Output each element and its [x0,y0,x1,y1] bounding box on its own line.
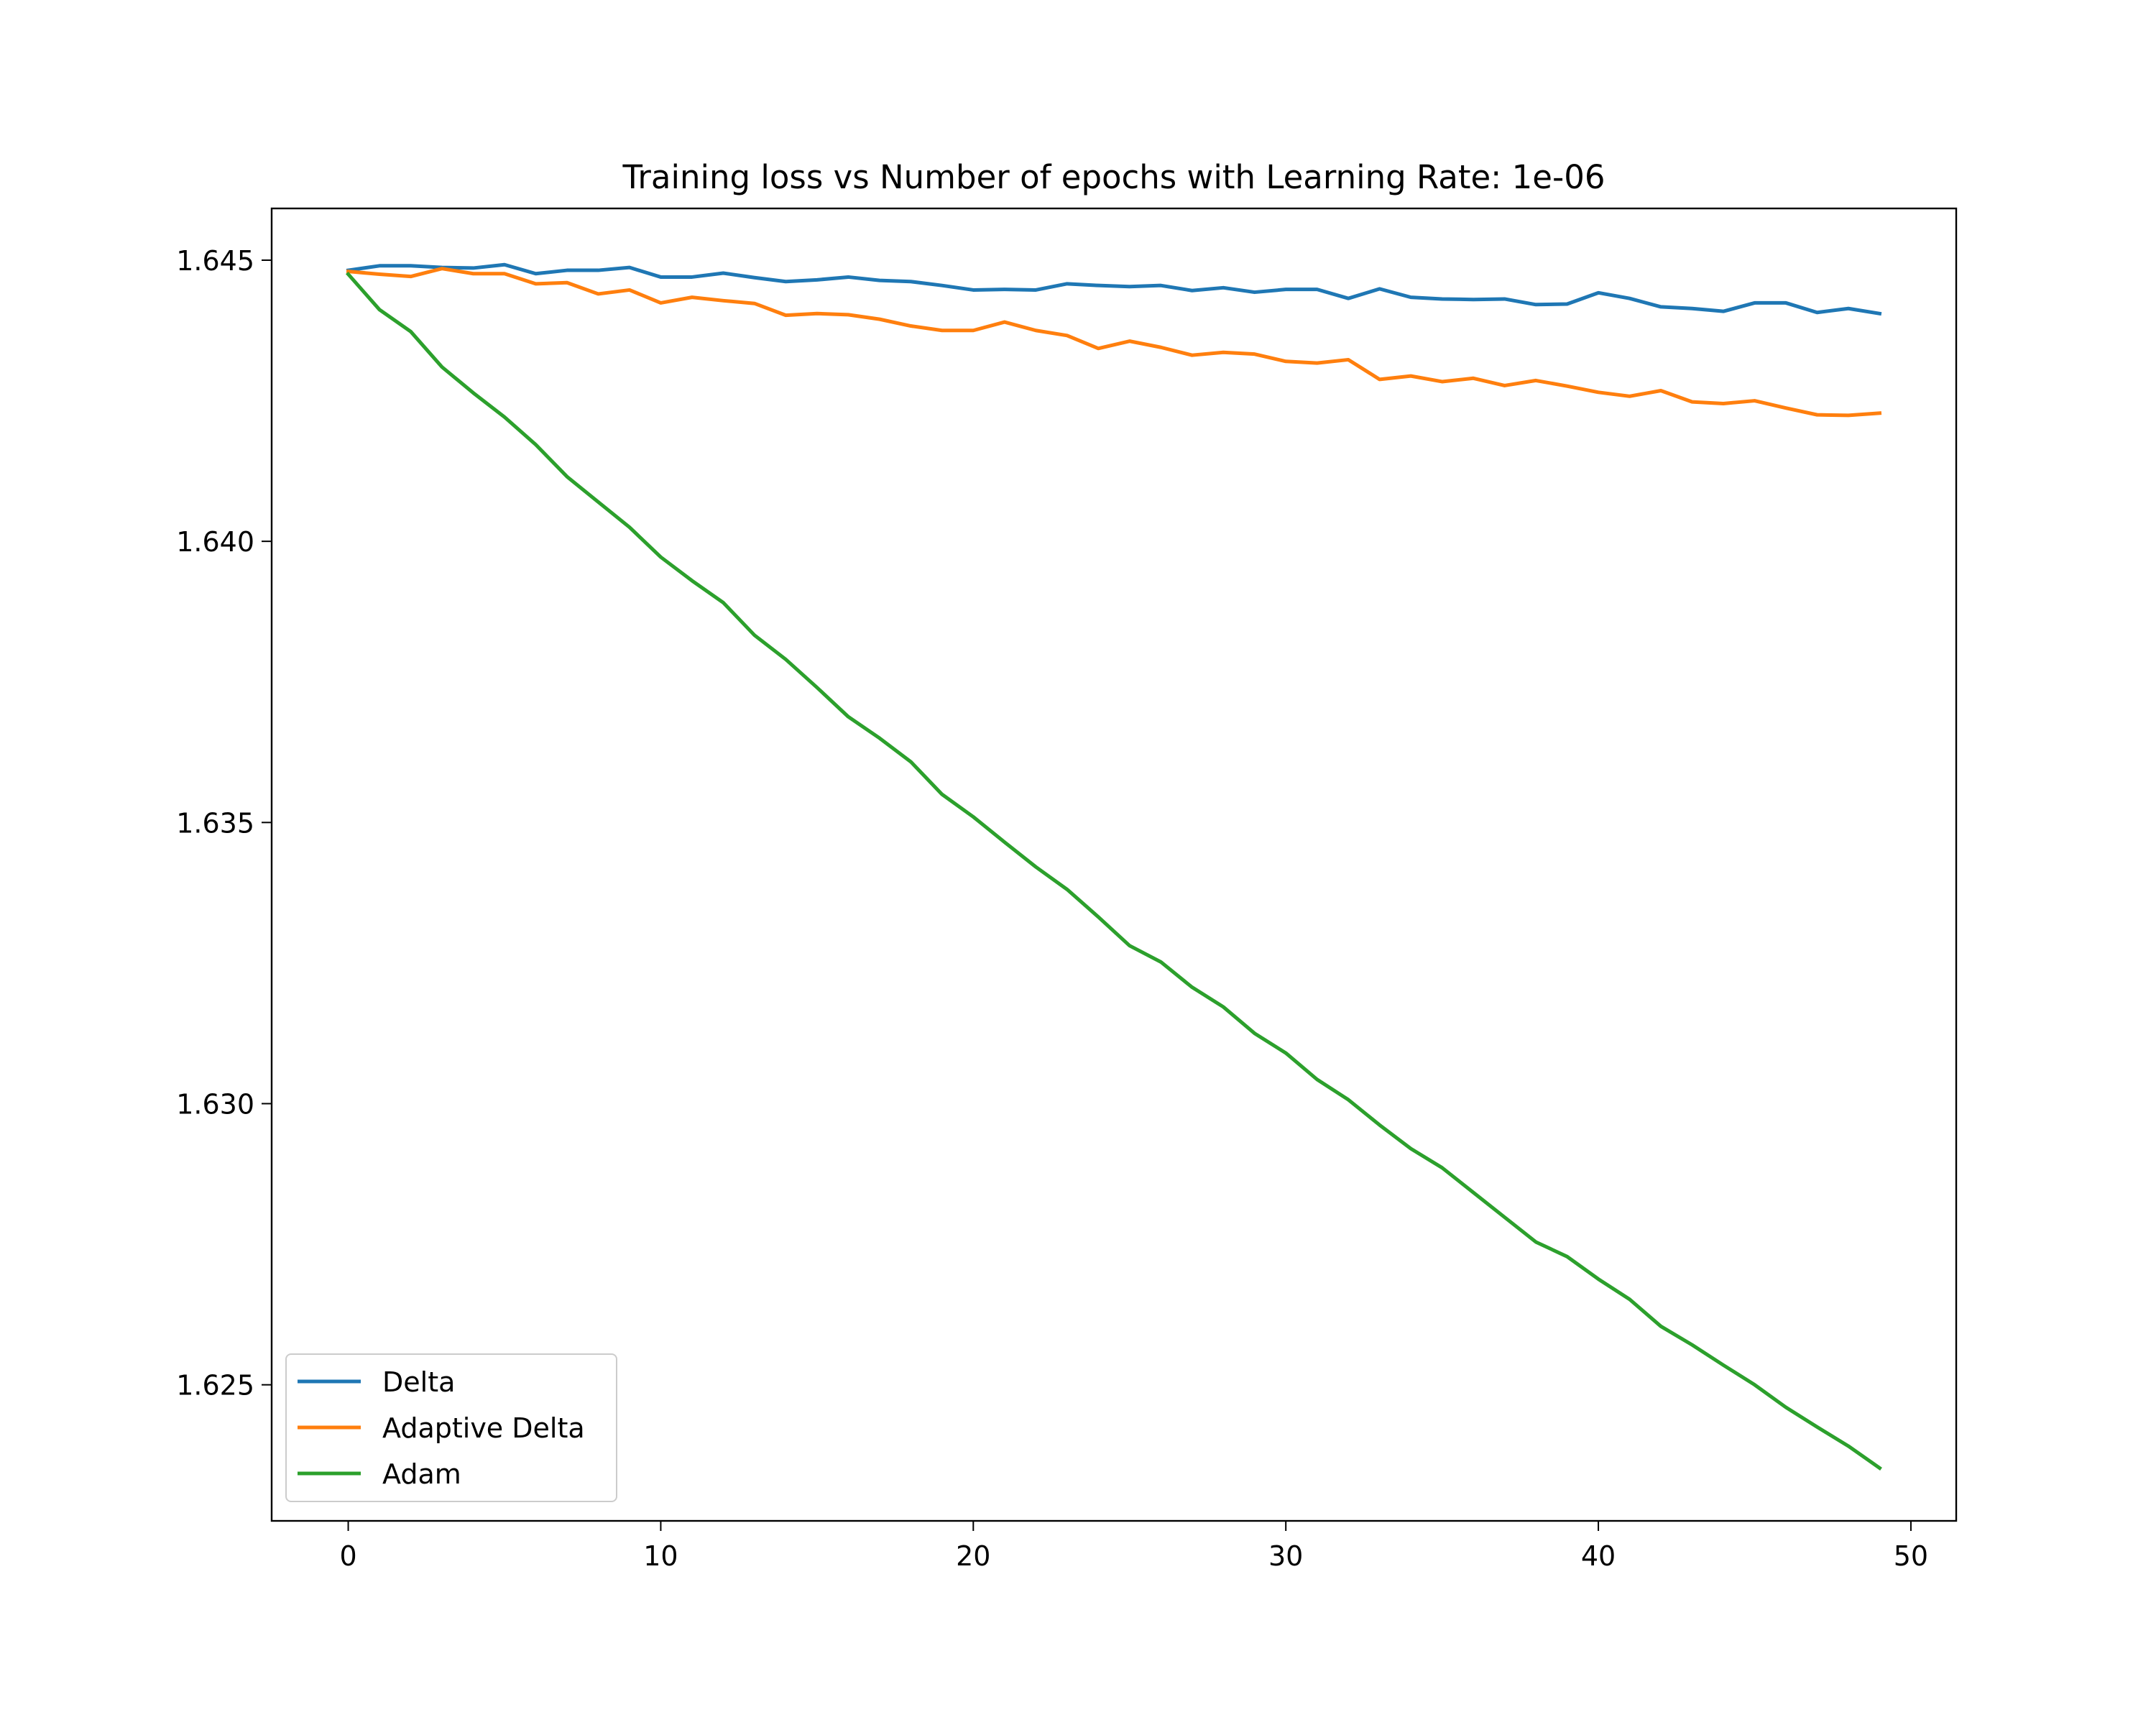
x-tick-label: 20 [956,1540,990,1572]
legend-label-0: Delta [382,1366,455,1398]
series-line-1 [346,267,1882,418]
x-tick-label: 30 [1268,1540,1303,1572]
y-axis: 1.625 1.630 1.635 1.640 1.645 [176,245,272,1402]
series-line-0 [346,262,1882,316]
y-tick-label: 1.625 [176,1370,254,1402]
y-tick-label: 1.635 [176,807,254,839]
y-tick-label: 1.645 [176,245,254,277]
y-tick-label: 1.640 [176,526,254,558]
x-tick-label: 10 [643,1540,678,1572]
y-tick-label: 1.630 [176,1088,254,1120]
x-tick-label: 40 [1581,1540,1616,1572]
plot-area-frame [270,207,1958,1522]
legend-label-1: Adaptive Delta [382,1412,585,1444]
chart-title: Training loss vs Number of epochs with L… [622,158,1606,196]
series-layer [346,262,1882,1471]
legend-label-2: Adam [382,1458,461,1490]
legend-box [285,1353,617,1502]
x-axis: 0 10 20 30 40 50 [339,1521,1928,1572]
series-line-2 [346,272,1882,1471]
x-tick-label: 0 [339,1540,356,1572]
legend: Delta Adaptive Delta Adam [285,1353,617,1502]
x-tick-label: 50 [1894,1540,1928,1572]
